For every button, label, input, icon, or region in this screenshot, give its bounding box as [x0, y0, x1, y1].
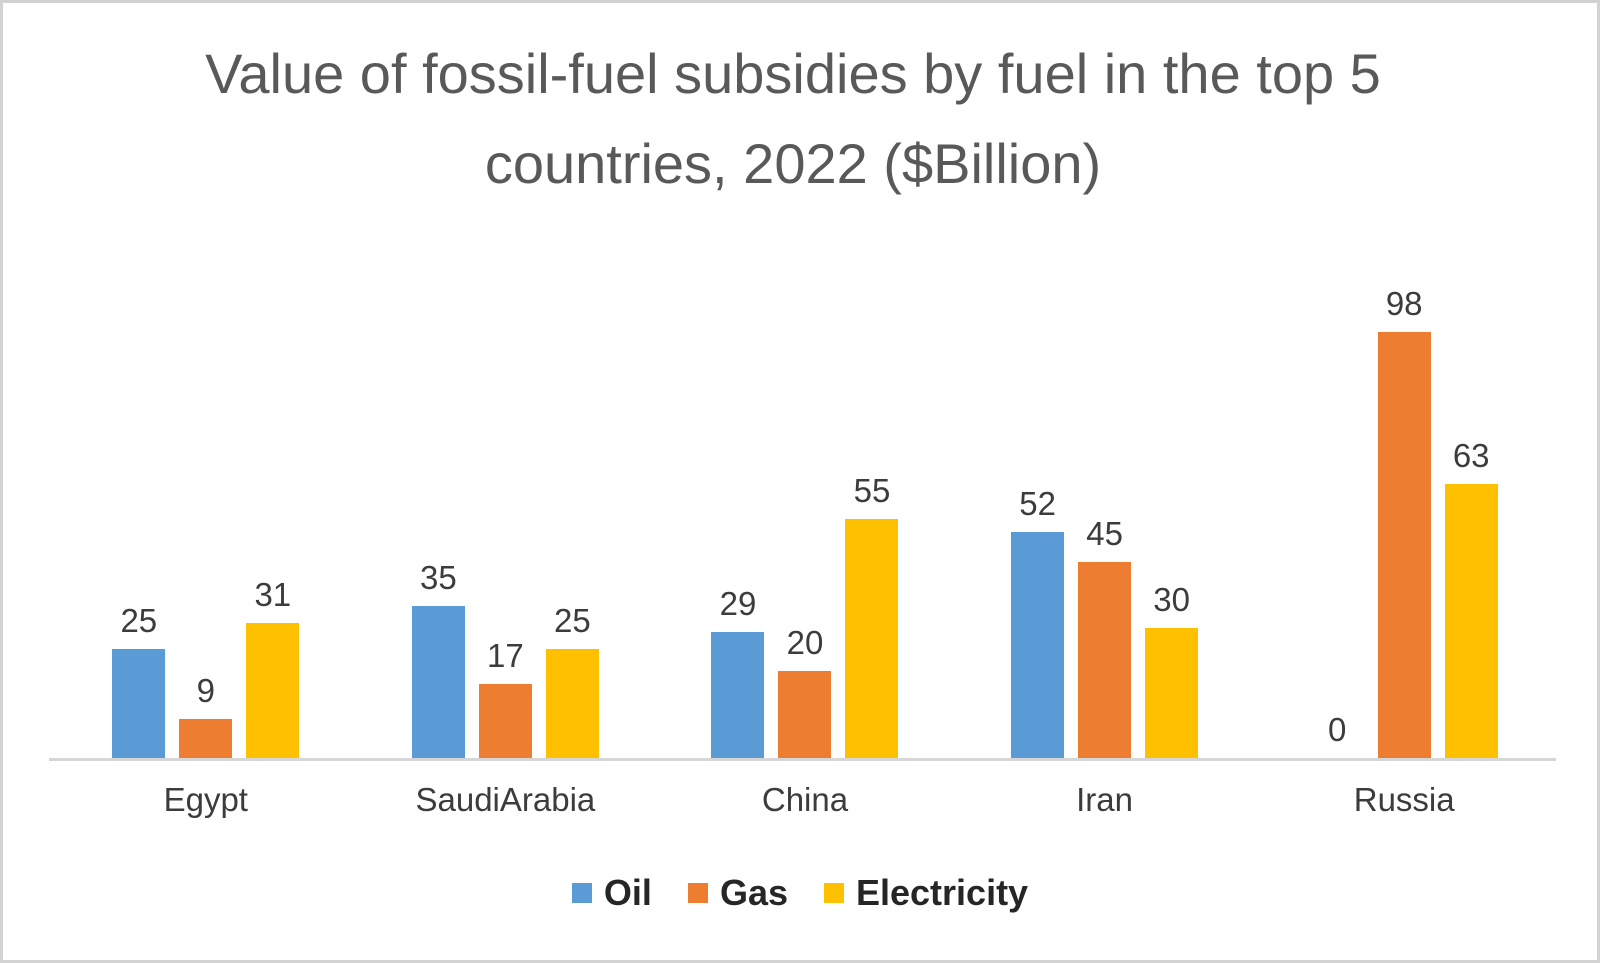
data-label-gas-iran: 45 — [1086, 515, 1123, 553]
legend-item-gas: Gas — [687, 872, 788, 914]
legend-swatch-icon — [687, 883, 708, 903]
legend-swatch-icon — [823, 883, 844, 903]
bar-oil-iran: 52 — [1011, 328, 1065, 758]
chart-title: Value of fossil-fuel subsidies by fuel i… — [3, 29, 1583, 209]
legend-label: Oil — [603, 872, 652, 913]
data-label-oil-egypt: 25 — [120, 602, 158, 640]
bar-rect — [179, 718, 233, 758]
bar-gas-russia: 98 — [1377, 285, 1431, 758]
bar-rect — [1145, 627, 1199, 758]
chart-title-line1: Value of fossil-fuel subsidies by fuel i… — [205, 42, 1381, 105]
bar-gas-saudiarabia: 17 — [478, 328, 532, 758]
bar-group-egypt: 25 9 31 — [112, 328, 300, 758]
legend-item-electricity: Electricity — [823, 872, 1029, 914]
data-label-electricity-egypt: 31 — [254, 576, 292, 614]
bar-oil-saudiarabia: 35 — [411, 328, 465, 758]
data-label-gas-china: 20 — [786, 624, 824, 661]
data-label-electricity-iran: 30 — [1153, 580, 1190, 618]
plot-area: 25 9 31 35 17 25 29 20 55 52 45 30 0 98 63 — [56, 285, 1554, 758]
legend-item-oil: Oil — [571, 872, 652, 914]
bar-rect — [112, 649, 166, 758]
bar-rect — [845, 518, 899, 758]
data-label-gas-egypt: 9 — [196, 671, 215, 709]
bar-rect — [1011, 531, 1065, 758]
bar-rect — [246, 623, 300, 758]
data-label-gas-saudiarabia: 17 — [487, 637, 524, 675]
legend-label: Gas — [719, 872, 788, 913]
bar-rect — [1078, 562, 1132, 758]
legend-swatch-icon — [571, 883, 592, 903]
bar-rect — [778, 671, 832, 758]
bar-gas-china: 20 — [778, 328, 832, 758]
bar-electricity-russia: 63 — [1444, 328, 1498, 758]
bar-group-russia: 0 98 63 — [1311, 285, 1498, 758]
bar-group-saudiarabia: 35 17 25 — [411, 328, 599, 758]
bar-oil-egypt: 25 — [112, 328, 166, 758]
bar-oil-russia: 0 — [1311, 328, 1364, 758]
data-label-electricity-saudiarabia: 25 — [554, 602, 591, 640]
category-label-china: China — [761, 781, 849, 818]
legend-label: Electricity — [855, 872, 1029, 913]
bar-group-china: 29 20 55 — [711, 328, 899, 758]
data-label-oil-saudiarabia: 35 — [420, 558, 457, 596]
bar-electricity-china: 55 — [845, 328, 899, 758]
bar-electricity-saudiarabia: 25 — [545, 328, 599, 758]
category-label-russia: Russia — [1353, 781, 1455, 818]
bar-electricity-egypt: 31 — [246, 328, 300, 758]
bar-rect — [411, 605, 465, 758]
data-label-oil-russia: 0 — [1327, 711, 1347, 748]
bar-rect — [711, 631, 765, 758]
legend: Oil Gas Electricity — [3, 869, 1597, 917]
bar-rect — [1444, 483, 1498, 758]
bar-electricity-iran: 30 — [1145, 328, 1199, 758]
data-label-gas-russia: 98 — [1385, 284, 1423, 322]
category-label-saudiarabia: SaudiArabia — [415, 781, 596, 818]
bar-group-iran: 52 45 30 — [1011, 328, 1199, 758]
bar-gas-iran: 45 — [1078, 328, 1132, 758]
x-axis-line — [49, 758, 1556, 761]
category-label-egypt: Egypt — [163, 781, 248, 818]
chart-title-line2: countries, 2022 ($Billion) — [484, 132, 1102, 195]
data-label-electricity-china: 55 — [853, 471, 891, 509]
bar-rect — [478, 684, 532, 758]
data-label-electricity-russia: 63 — [1452, 436, 1490, 474]
data-label-oil-china: 29 — [719, 584, 757, 622]
bar-oil-china: 29 — [711, 328, 765, 758]
bar-rect — [1377, 331, 1431, 758]
bar-rect — [545, 649, 599, 758]
bar-gas-egypt: 9 — [179, 328, 233, 758]
category-label-iran: Iran — [1076, 781, 1134, 818]
category-axis-labels: Egypt SaudiArabia China Iran Russia — [56, 781, 1554, 819]
data-label-oil-iran: 52 — [1019, 484, 1056, 522]
